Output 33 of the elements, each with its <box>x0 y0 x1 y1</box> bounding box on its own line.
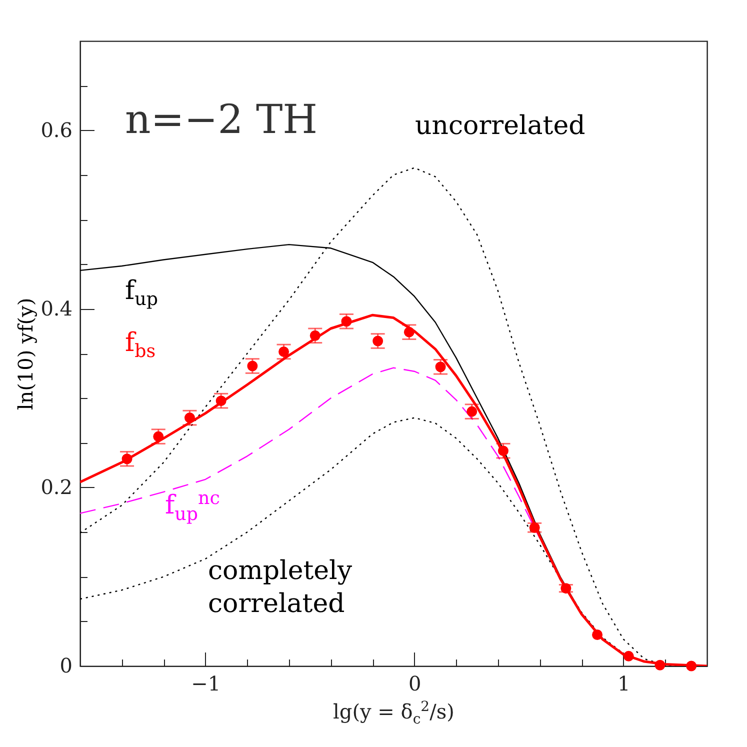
annotation: n=−2 TH <box>125 97 318 143</box>
line-series <box>80 367 540 539</box>
point <box>592 630 603 640</box>
y-tick-label: 0 <box>60 654 72 678</box>
point <box>466 406 478 417</box>
point <box>153 431 164 442</box>
series-label: f$_{up}$ <box>125 276 158 310</box>
point <box>216 396 226 406</box>
point <box>372 336 384 346</box>
y-tick-label: 0.4 <box>40 296 72 320</box>
point <box>404 326 414 338</box>
point <box>278 346 290 357</box>
x-tick-label: −1 <box>191 672 221 696</box>
y-tick-label: 0.6 <box>40 118 72 142</box>
point <box>498 446 508 456</box>
x-tick-label: 0 <box>408 672 422 696</box>
point <box>184 412 195 424</box>
point <box>654 660 666 670</box>
point <box>686 660 697 672</box>
point <box>247 360 258 372</box>
point <box>310 330 320 341</box>
x-axis-title: lg(y = δ$_{c}$$^{2}$/s) <box>333 699 454 728</box>
point <box>122 454 132 464</box>
point <box>435 362 446 372</box>
series-label: completely correlated <box>208 555 354 620</box>
y-tick-label: 0.2 <box>40 474 72 499</box>
text: f$_{bs}$ <box>125 328 156 362</box>
point <box>341 316 352 327</box>
y-axis-title: ln(10) yf(y) <box>14 298 38 410</box>
series-label: uncorrelated <box>415 111 586 141</box>
point <box>560 583 572 594</box>
x-tick-label: 1 <box>618 672 630 696</box>
point <box>623 650 634 662</box>
